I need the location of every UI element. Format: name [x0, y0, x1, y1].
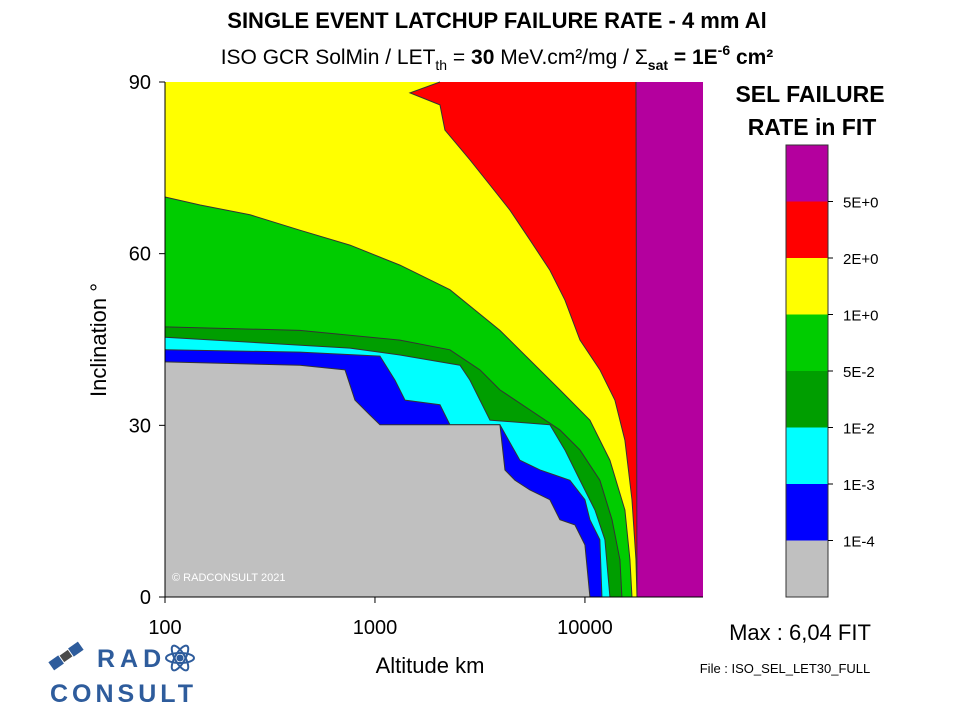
x-tick-label: 1000 [353, 617, 398, 639]
colorbar-segment [786, 427, 828, 484]
colorbar-segment [786, 145, 828, 202]
colorbar-segment [786, 540, 828, 597]
copyright: © RADCONSULT 2021 [172, 572, 285, 584]
x-axis-label: Altitude km [376, 653, 485, 678]
subtitle-part: cm² [730, 46, 773, 69]
colorbar-segment [786, 258, 828, 315]
colorbar-title: RATE in FIT [748, 114, 877, 140]
subtitle-part: Σ [635, 46, 648, 69]
contour-fill [165, 82, 590, 597]
contour-line [164, 336, 611, 598]
contour-line [408, 81, 638, 598]
subtitle-part: = 1E [668, 46, 718, 69]
max-label: Max : 6,04 FIT [729, 620, 871, 645]
contour-line [635, 81, 638, 598]
chart-subtitle: ISO GCR SolMin / LETth = 30 MeV.cm²/mg /… [221, 42, 774, 73]
subtitle-sub: th [435, 57, 447, 73]
contour-line [164, 361, 591, 598]
x-tick-label: 100 [148, 617, 181, 639]
logo-text: CONSULT [50, 680, 197, 708]
colorbar-tick-label: 1E-2 [843, 421, 875, 438]
file-label: File : ISO_SEL_LET30_FULL [700, 661, 871, 676]
colorbar-tick-label: 1E+0 [843, 308, 878, 325]
y-tick-label: 30 [129, 415, 151, 437]
colorbar-segment [786, 201, 828, 258]
logo: RAD CONSULT [48, 641, 197, 708]
colorbar-tick-label: 2E+0 [843, 251, 878, 268]
chart-title: SINGLE EVENT LATCHUP FAILURE RATE - 4 mm… [227, 8, 766, 33]
y-axis-label: Inclination ° [86, 283, 111, 397]
plot-area [164, 81, 703, 598]
subtitle-part: ISO GCR SolMin / LET [221, 46, 436, 69]
subtitle-part: MeV.cm²/mg / [494, 46, 634, 69]
contour-line [164, 196, 633, 598]
colorbar-title: SEL FAILURE [735, 81, 884, 107]
colorbar-segment [786, 371, 828, 428]
atom-icon [165, 644, 195, 672]
colorbar-tick-label: 5E-2 [843, 364, 875, 381]
y-tick-label: 90 [129, 72, 151, 94]
colorbar-tick-label: 1E-4 [843, 534, 875, 551]
colorbar-segment [786, 484, 828, 541]
contour-line [164, 349, 603, 598]
subtitle-sub: sat [648, 57, 669, 73]
colorbar-tick-label: 1E-3 [843, 477, 875, 494]
subtitle-sup: -6 [718, 42, 731, 58]
satellite-icon [48, 641, 84, 671]
y-tick-label: 0 [140, 587, 151, 609]
subtitle-part: 30 [471, 46, 494, 69]
logo-text: RAD [97, 645, 166, 673]
subtitle-part: = [447, 46, 471, 69]
colorbar-tick-label: 5E+0 [843, 195, 878, 212]
x-tick-label: 10000 [557, 617, 613, 639]
contour-line [164, 326, 623, 598]
colorbar-segment [786, 314, 828, 371]
y-tick-label: 60 [129, 244, 151, 266]
